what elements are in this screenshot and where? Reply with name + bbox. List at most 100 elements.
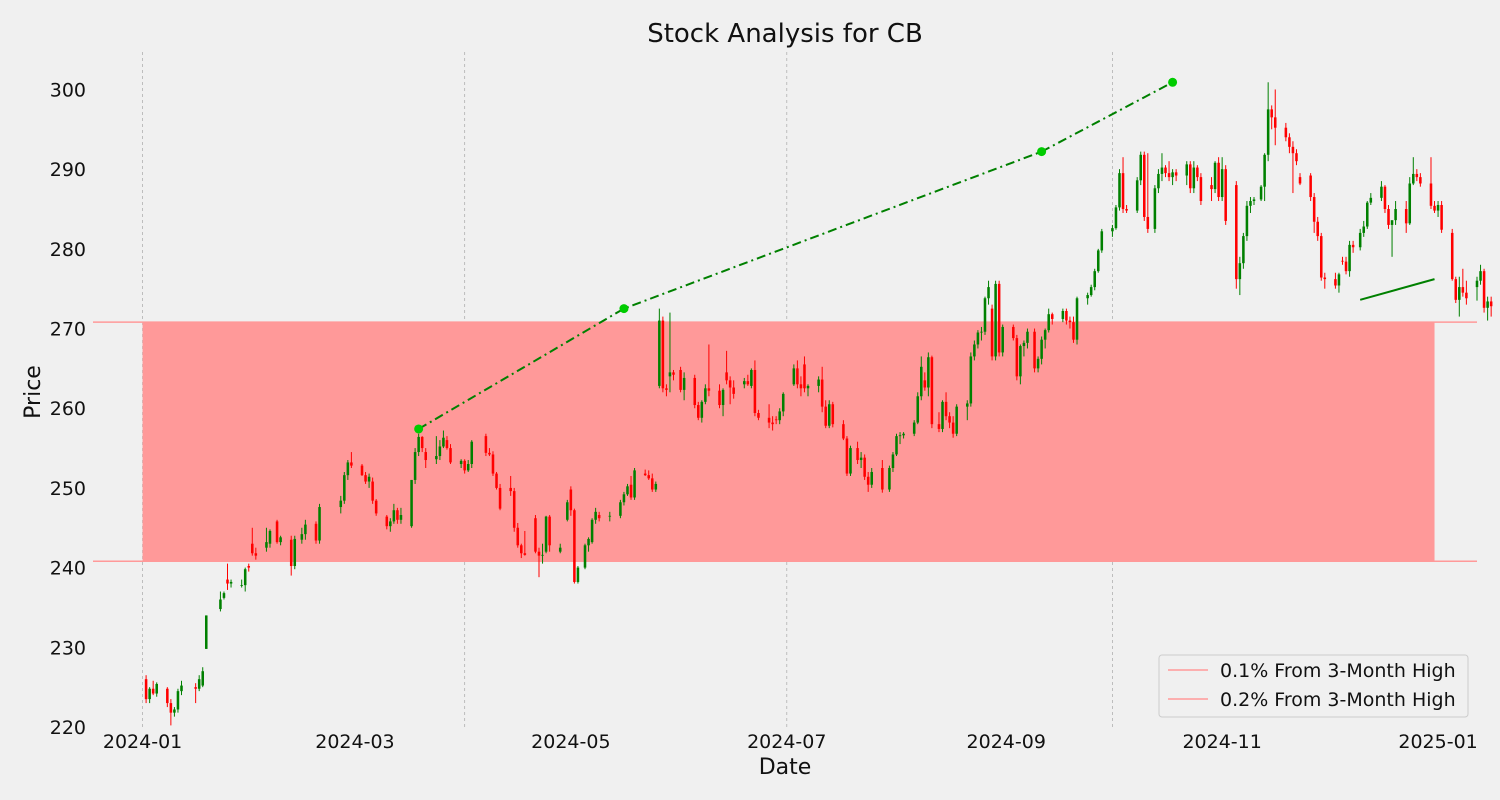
candle-195 [1135, 177, 1139, 213]
candle-body-202 [1164, 167, 1167, 174]
candle-body-254 [1412, 173, 1415, 184]
candle-body-24 [275, 521, 279, 543]
candle-139 [870, 467, 873, 488]
candle-20 [251, 527, 254, 556]
candle-body-208 [1192, 167, 1196, 189]
candle-body-241 [1348, 244, 1351, 272]
candle-31 [318, 503, 321, 544]
candle-89 [629, 475, 633, 500]
candle-body-181 [1065, 311, 1068, 321]
candle-body-126 [806, 385, 810, 389]
candle-body-150 [927, 357, 930, 388]
candle-body-78 [573, 510, 576, 582]
candle-255 [1415, 169, 1419, 182]
candle-231 [1298, 173, 1302, 186]
candles [144, 82, 1493, 726]
candle-body-86 [619, 502, 622, 516]
candle-217 [1238, 256, 1242, 296]
candle-141 [888, 465, 891, 492]
candle-body-133 [845, 438, 849, 474]
candle-248 [1383, 185, 1387, 213]
candle-33 [343, 471, 346, 504]
candle-119 [774, 416, 778, 425]
candle-body-53 [442, 437, 445, 447]
candle-body-93 [650, 478, 654, 490]
candle-body-20 [251, 543, 254, 554]
candle-body-99 [672, 372, 675, 375]
candle-body-149 [923, 380, 927, 388]
candle-63 [495, 471, 498, 490]
candle-body-169 [1012, 326, 1015, 339]
candle-35 [350, 452, 353, 468]
candle-body-61 [488, 452, 491, 455]
candle-body-84 [597, 515, 601, 519]
candle-108 [721, 388, 725, 417]
x-tick-label-5: 2024-11 [1182, 731, 1261, 753]
candle-242 [1351, 240, 1355, 253]
candle-95 [658, 308, 661, 389]
candle-body-87 [622, 494, 626, 503]
candle-60 [484, 433, 488, 457]
candle-body-16 [229, 581, 233, 584]
candle-161 [976, 330, 980, 349]
candle-250 [1390, 220, 1394, 257]
candle-body-4 [166, 688, 169, 704]
candle-236 [1323, 272, 1327, 289]
candle-body-193 [1121, 173, 1125, 209]
candle-body-52 [438, 446, 442, 457]
candle-127 [817, 376, 820, 393]
x-tick-label-3: 2024-07 [747, 731, 826, 753]
candle-124 [799, 376, 803, 397]
candle-111 [732, 380, 735, 399]
candle-body-83 [594, 511, 597, 520]
candle-183 [1072, 316, 1075, 343]
candle-body-206 [1185, 164, 1189, 176]
candle-69 [523, 530, 527, 556]
candle-body-42 [389, 521, 392, 527]
candle-137 [863, 454, 866, 480]
candle-92 [647, 470, 650, 480]
candle-body-219 [1245, 205, 1249, 237]
candle-136 [859, 452, 863, 468]
candle-223 [1263, 153, 1266, 202]
candle-body-62 [491, 454, 495, 474]
candle-body-103 [697, 405, 700, 418]
peak-marker-3 [1168, 77, 1178, 87]
y-tick-label-2: 240 [50, 558, 86, 580]
candle-body-245 [1365, 202, 1369, 227]
candle-147 [916, 392, 920, 425]
candle-121 [781, 392, 785, 417]
candle-254 [1412, 157, 1415, 186]
candle-body-200 [1157, 173, 1160, 189]
candle-body-233 [1312, 197, 1316, 222]
candle-body-171 [1019, 346, 1022, 377]
candle-202 [1164, 165, 1167, 178]
candle-body-102 [693, 377, 697, 406]
candle-body-0 [144, 679, 148, 700]
candle-body-260 [1440, 205, 1443, 230]
candle-212 [1213, 161, 1217, 194]
candle-body-144 [898, 435, 902, 437]
candle-125 [803, 356, 806, 393]
candle-body-96 [661, 320, 665, 389]
candle-body-15 [226, 579, 229, 584]
candle-86 [619, 499, 622, 519]
candle-205 [1174, 169, 1178, 182]
candle-260 [1440, 201, 1443, 233]
candle-246 [1369, 193, 1373, 206]
candle-44 [396, 507, 399, 524]
candle-body-237 [1334, 279, 1337, 286]
candle-body-79 [576, 567, 580, 582]
candle-153 [941, 400, 944, 433]
candle-body-82 [590, 519, 594, 543]
candle-body-128 [820, 379, 824, 407]
candle-184 [1075, 296, 1079, 345]
candle-body-60 [484, 436, 488, 453]
candle-body-229 [1291, 146, 1295, 154]
candle-237 [1334, 272, 1337, 289]
candle-225 [1270, 105, 1273, 130]
candle-22 [265, 527, 268, 552]
candle-241 [1348, 240, 1351, 277]
candle-154 [944, 392, 948, 421]
peak-lines [414, 77, 1435, 434]
